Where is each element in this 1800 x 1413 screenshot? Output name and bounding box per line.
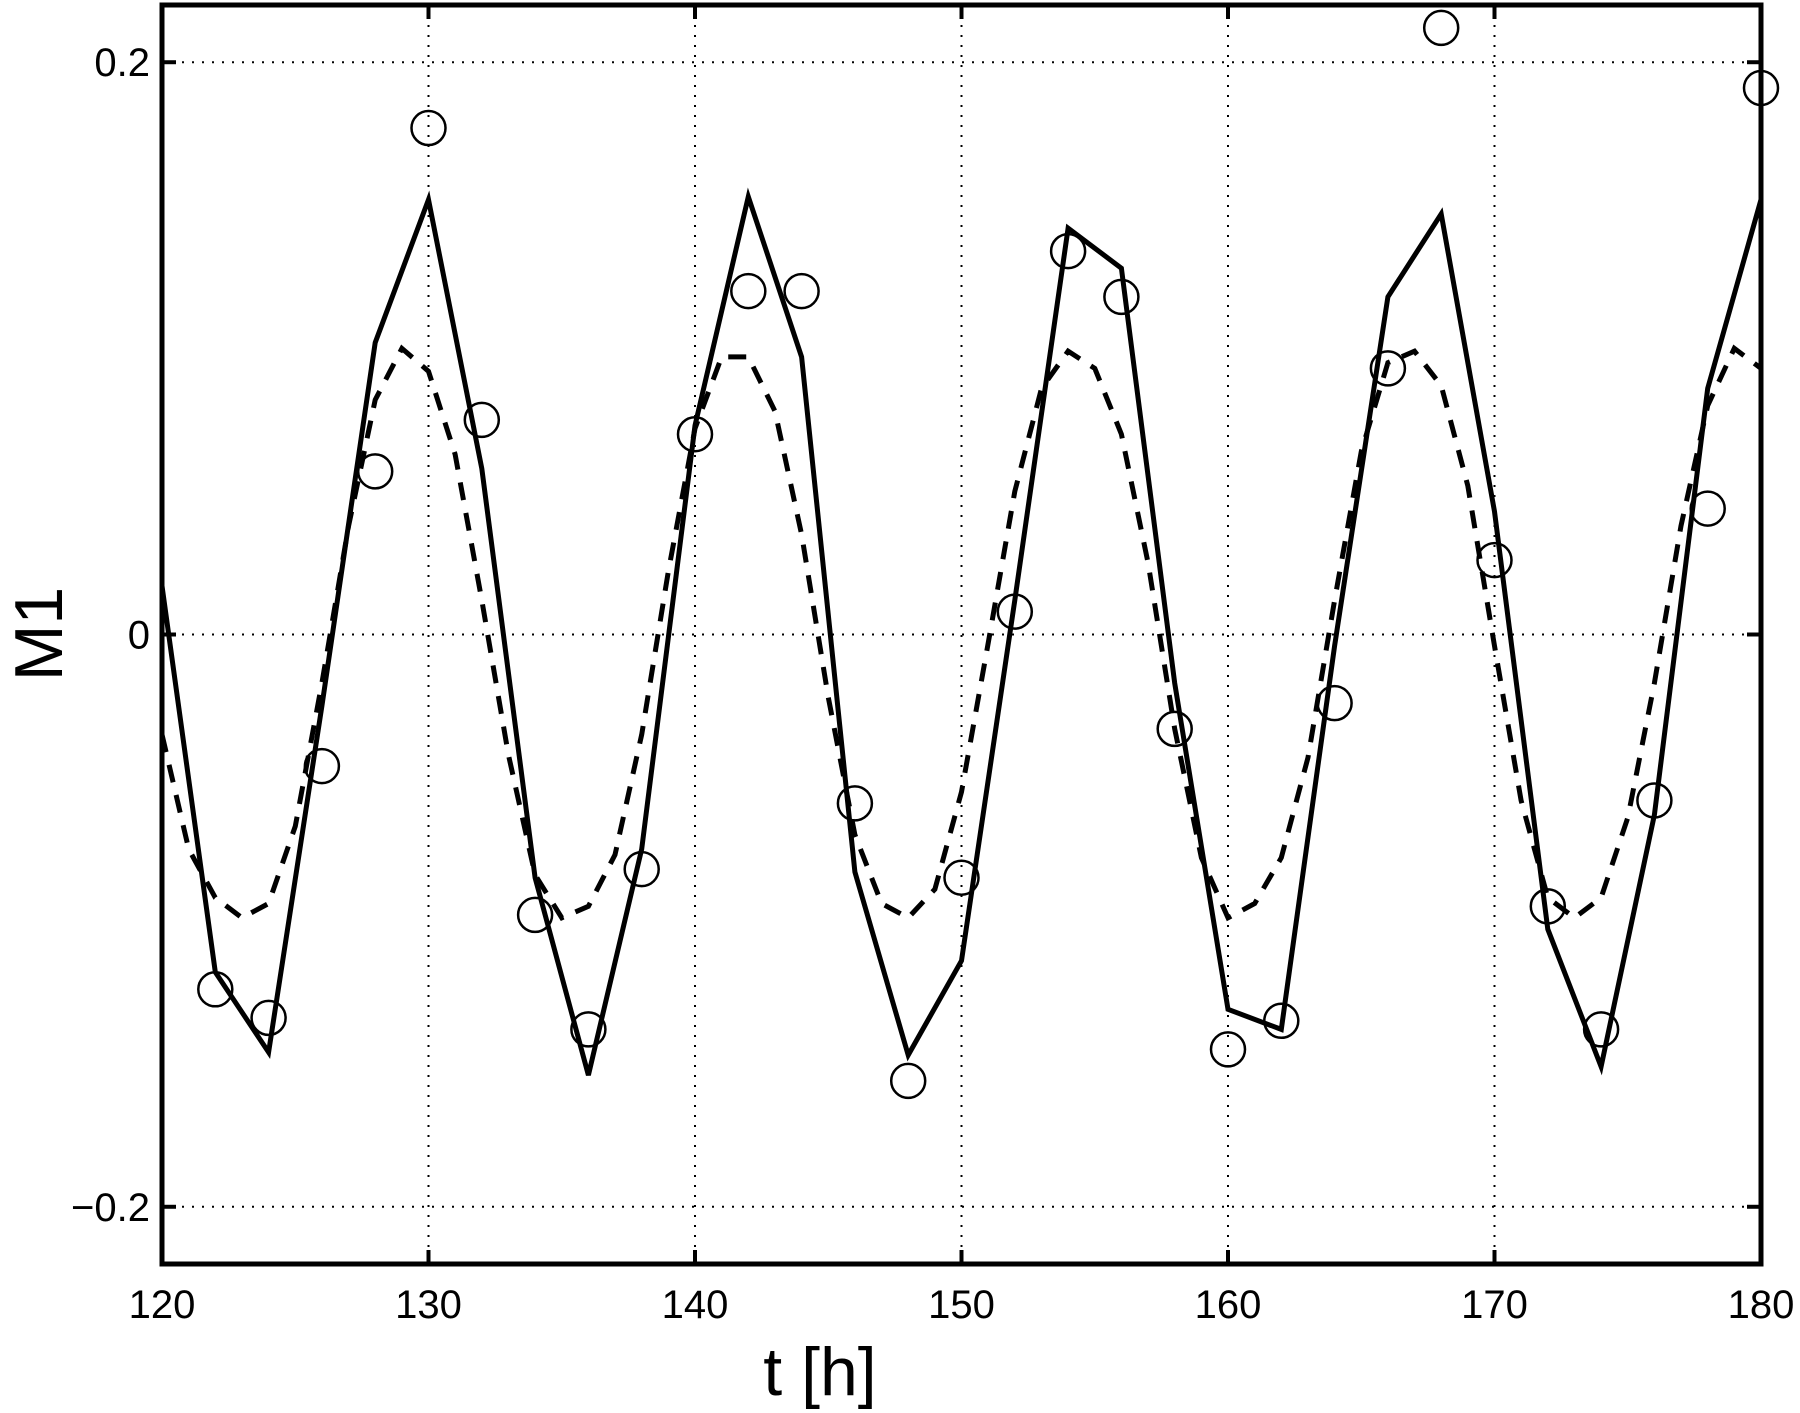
data-point-marker	[303, 747, 341, 785]
x-tick-label: 160	[1195, 1283, 1262, 1327]
data-point-marker	[570, 1011, 607, 1048]
x-tick-label: 130	[395, 1283, 462, 1327]
data-point-marker	[1263, 1002, 1300, 1040]
data-point-marker	[676, 415, 714, 453]
data-point-marker	[889, 1062, 927, 1100]
data-point-marker	[1049, 232, 1087, 270]
data-point-marker	[1582, 1011, 1620, 1048]
data-point-marker	[1316, 684, 1353, 722]
x-axis-label: t [h]	[763, 1334, 876, 1410]
y-tick-label: 0.2	[94, 41, 150, 85]
data-point-marker	[1422, 9, 1460, 47]
data-point-marker	[783, 272, 820, 310]
x-tick-label: 150	[928, 1283, 995, 1327]
data-point-marker	[1476, 541, 1513, 579]
data-point-marker	[1529, 888, 1567, 925]
data-point-marker	[623, 850, 660, 888]
data-point-marker	[730, 272, 767, 310]
data-point-marker	[356, 453, 394, 490]
x-tick-label: 140	[662, 1283, 729, 1327]
data-point-marker	[996, 593, 1034, 630]
y-tick-label: −0.2	[71, 1186, 150, 1230]
data-point-marker	[1156, 710, 1193, 748]
data-point-marker	[410, 109, 447, 147]
y-tick-label: 0	[128, 614, 150, 658]
data-point-marker	[1689, 490, 1726, 527]
model-line-solid	[159, 187, 1764, 1076]
plot-series	[159, 9, 1780, 1100]
x-tick-label: 180	[1728, 1283, 1795, 1327]
x-tick-label: 170	[1461, 1283, 1528, 1327]
axis-ticks: 120 130 140 150 160 170 180 −0.2 0 0.2	[71, 5, 1794, 1327]
data-point-marker	[250, 999, 287, 1037]
data-point-marker	[943, 859, 980, 896]
data-point-marker	[516, 896, 554, 934]
data-point-marker	[197, 971, 234, 1008]
x-tick-label: 120	[129, 1283, 196, 1327]
model-line-dashed	[159, 344, 1763, 922]
data-point-marker	[1636, 782, 1673, 819]
data-point-marker	[463, 401, 501, 439]
data-point-marker	[836, 785, 874, 822]
data-point-marker	[1209, 1031, 1247, 1068]
data-point-marker	[1369, 350, 1407, 387]
data-point-marker	[1103, 278, 1140, 316]
y-axis-label: M1	[1, 587, 77, 681]
